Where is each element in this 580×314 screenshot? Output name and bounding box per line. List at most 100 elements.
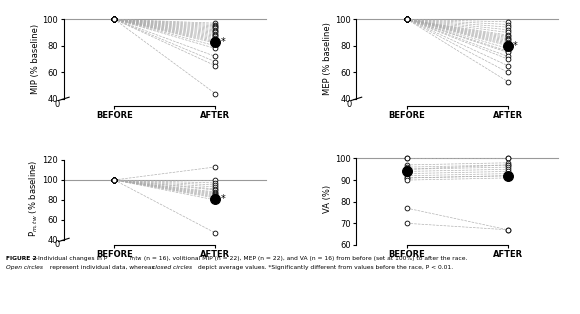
Point <box>211 192 220 198</box>
Point <box>503 38 513 43</box>
Point <box>503 39 513 44</box>
Point <box>110 17 119 22</box>
Point <box>110 17 119 22</box>
Point <box>503 19 513 24</box>
Point <box>110 17 119 22</box>
Point <box>402 17 411 22</box>
Point <box>110 17 119 22</box>
Point <box>211 21 220 26</box>
Point <box>211 43 220 48</box>
Text: m,tw: m,tw <box>130 256 142 261</box>
Text: 0: 0 <box>55 100 60 109</box>
Point <box>110 17 119 22</box>
Point <box>211 39 220 44</box>
Point <box>503 171 513 176</box>
Point <box>110 177 119 182</box>
Point <box>503 43 513 48</box>
Point <box>211 54 220 59</box>
Point <box>402 176 411 181</box>
Point <box>211 165 220 170</box>
Point <box>503 30 513 35</box>
Point <box>211 63 220 68</box>
Point <box>402 176 411 181</box>
Point <box>503 165 513 170</box>
Y-axis label: MIP (% baseline): MIP (% baseline) <box>31 24 39 94</box>
Point <box>402 156 411 161</box>
Point <box>211 91 220 96</box>
Point <box>402 17 411 22</box>
Point <box>503 227 513 232</box>
Point <box>402 17 411 22</box>
Point <box>503 173 513 178</box>
Point <box>503 57 513 62</box>
Point <box>402 171 411 176</box>
Point <box>211 39 220 44</box>
Point <box>503 50 513 55</box>
Text: Open circles: Open circles <box>6 265 43 270</box>
Point <box>211 192 220 197</box>
Point <box>503 41 513 46</box>
Text: represent individual data, whereas: represent individual data, whereas <box>48 265 156 270</box>
Point <box>402 17 411 22</box>
Point <box>110 177 119 182</box>
Point <box>402 156 411 161</box>
Point <box>211 197 220 202</box>
Point <box>402 17 411 22</box>
Point <box>211 37 220 42</box>
Point <box>402 17 411 22</box>
Point <box>503 169 513 174</box>
Point <box>110 17 119 22</box>
Text: closed circles: closed circles <box>152 265 192 270</box>
Text: —Individual changes in P: —Individual changes in P <box>32 256 107 261</box>
Point <box>211 30 220 35</box>
Point <box>110 177 119 182</box>
Point <box>503 33 513 38</box>
Point <box>110 17 119 22</box>
Text: *: * <box>220 194 225 204</box>
Point <box>402 167 411 172</box>
Point <box>402 17 411 22</box>
Point <box>402 206 411 211</box>
Point <box>402 17 411 22</box>
Point <box>402 17 411 22</box>
Point <box>110 177 119 182</box>
Point <box>211 177 220 182</box>
Point <box>503 173 513 178</box>
Point <box>211 59 220 64</box>
Y-axis label: VA (%): VA (%) <box>323 184 332 213</box>
Point <box>110 17 119 22</box>
Point <box>211 34 220 39</box>
Point <box>110 17 119 22</box>
Point <box>503 42 513 47</box>
Point <box>110 17 119 22</box>
Point <box>503 37 513 42</box>
Point <box>110 17 119 22</box>
Point <box>503 34 513 39</box>
Point <box>402 17 411 22</box>
Point <box>110 177 119 182</box>
Point <box>110 177 119 182</box>
Point <box>211 38 220 43</box>
Point <box>402 17 411 22</box>
Point <box>503 54 513 59</box>
Point <box>211 25 220 30</box>
Y-axis label: P$_{m,tw}$ (% baseline): P$_{m,tw}$ (% baseline) <box>27 160 39 237</box>
Point <box>211 35 220 40</box>
Text: *: * <box>513 41 517 51</box>
Point <box>211 29 220 34</box>
Point <box>402 167 411 172</box>
Point <box>110 17 119 22</box>
Point <box>110 177 119 182</box>
Text: depict average values. *Significantly different from values before the race, P <: depict average values. *Significantly di… <box>196 265 453 270</box>
Point <box>110 17 119 22</box>
Text: (n = 16), volitional MIP (n = 22), MEP (n = 22), and VA (n = 16) from before (se: (n = 16), volitional MIP (n = 22), MEP (… <box>142 256 467 261</box>
Point <box>110 177 119 182</box>
Point <box>211 198 220 203</box>
Point <box>110 17 119 22</box>
Point <box>402 17 411 22</box>
Point <box>211 22 220 27</box>
Point <box>402 17 411 22</box>
Text: 0: 0 <box>347 100 352 109</box>
Y-axis label: MEP (% baseline): MEP (% baseline) <box>323 23 332 95</box>
Point <box>110 177 119 182</box>
